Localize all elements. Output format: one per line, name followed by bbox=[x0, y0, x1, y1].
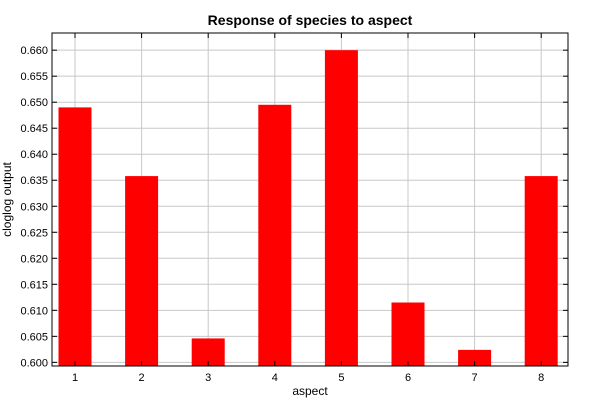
chart-title: Response of species to aspect bbox=[208, 12, 413, 28]
bar-2 bbox=[125, 176, 159, 366]
bar-7 bbox=[458, 349, 492, 366]
bars bbox=[58, 50, 558, 366]
y-tick-label: 0.655 bbox=[20, 71, 48, 83]
y-tick-label: 0.640 bbox=[20, 149, 48, 161]
y-tick-label: 0.620 bbox=[20, 253, 48, 265]
y-tick-label: 0.605 bbox=[20, 331, 48, 343]
x-tick-label: 1 bbox=[72, 372, 78, 384]
bar-5 bbox=[324, 50, 358, 366]
y-tick-label: 0.660 bbox=[20, 45, 48, 57]
x-tick-label: 4 bbox=[272, 372, 278, 384]
bar-6 bbox=[391, 302, 425, 366]
y-tick-label: 0.630 bbox=[20, 201, 48, 213]
bar-4 bbox=[258, 104, 292, 366]
y-tick-labels: 0.600 0.605 0.610 0.615 0.620 0.625 0.630 0.635… bbox=[20, 45, 48, 369]
y-tick-label: 0.610 bbox=[20, 305, 48, 317]
x-tick-label: 2 bbox=[139, 372, 145, 384]
y-tick-label: 0.645 bbox=[20, 123, 48, 135]
axis-ticks bbox=[52, 33, 568, 366]
x-tick-label: 7 bbox=[472, 372, 478, 384]
x-tick-labels: 1 2 3 4 5 6 7 8 bbox=[72, 372, 544, 384]
x-axis-label: aspect bbox=[292, 384, 328, 398]
y-tick-label: 0.600 bbox=[20, 357, 48, 369]
x-tick-label: 8 bbox=[538, 372, 544, 384]
plot-frame bbox=[51, 32, 569, 367]
y-tick-label: 0.635 bbox=[20, 175, 48, 187]
y-tick-label: 0.650 bbox=[20, 97, 48, 109]
x-tick-label: 5 bbox=[338, 372, 344, 384]
y-tick-label: 0.615 bbox=[20, 279, 48, 291]
bar-8 bbox=[524, 176, 558, 366]
y-tick-label: 0.625 bbox=[20, 227, 48, 239]
x-tick-label: 3 bbox=[205, 372, 211, 384]
x-tick-label: 6 bbox=[405, 372, 411, 384]
y-axis-label: cloglog output bbox=[0, 161, 14, 236]
bar-1 bbox=[58, 107, 92, 366]
